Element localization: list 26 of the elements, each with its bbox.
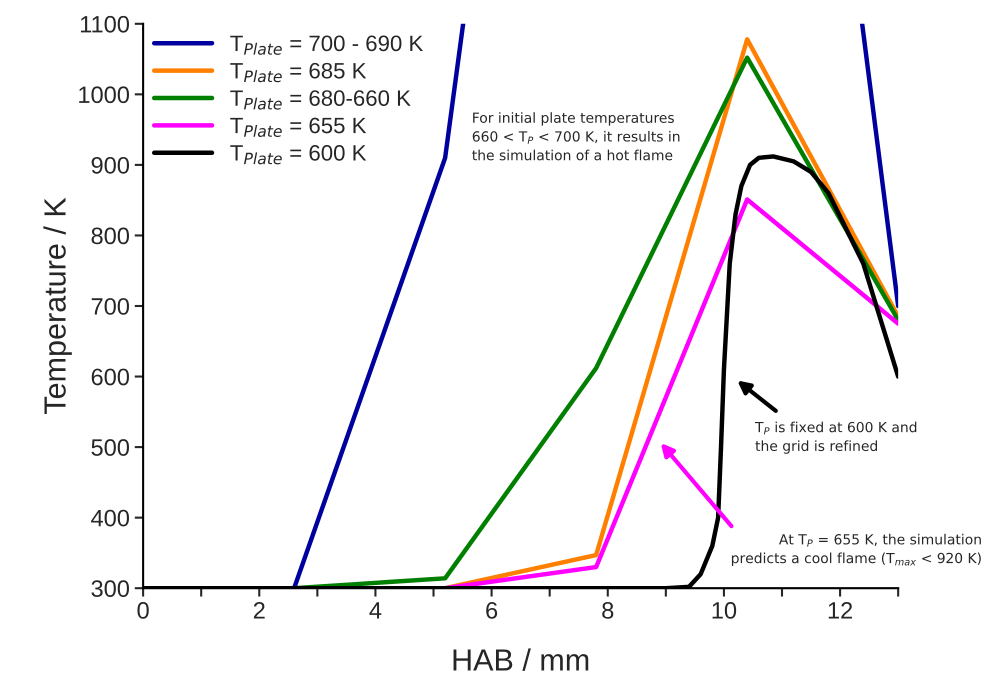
y-tick-label: 400 bbox=[91, 510, 129, 526]
legend-label: T$_{Plate}$ = 600 K bbox=[230, 144, 366, 164]
y-tick-label: 700 bbox=[92, 298, 129, 315]
y-tick-label: 1000 bbox=[79, 86, 129, 104]
x-tick-label: 0 bbox=[137, 602, 149, 619]
y-tick-label: 300 bbox=[91, 580, 129, 597]
x-axis-title: HAB / mm bbox=[454, 648, 588, 671]
legend-label: T$_{Plate}$ = 680-660 K bbox=[230, 90, 411, 110]
y-tick-label: 600 bbox=[92, 368, 129, 386]
legend-label: T$_{Plate}$ = 685 K bbox=[230, 62, 366, 82]
x-tick-label: 12 bbox=[828, 602, 852, 619]
y-tick-label: 800 bbox=[92, 228, 129, 244]
x-tick-label: 2 bbox=[254, 602, 265, 619]
x-tick-label: 4 bbox=[369, 602, 382, 619]
annotation: For initial plate temperatures 660 < T$_{P}$ < 700 K, it results in the simulation of a hot flame bbox=[472, 112, 680, 160]
y-tick-label: 900 bbox=[92, 156, 129, 174]
annotation: At T$_{P}$ = 655 K, the simulation predicts a cool flame (T$_{max}$ < 920 K) bbox=[732, 534, 981, 566]
x-tick-label: 8 bbox=[602, 602, 614, 619]
x-tick-label: 6 bbox=[486, 602, 498, 619]
legend-label: T$_{Plate}$ = 655 K bbox=[230, 118, 366, 137]
x-tick-label: 10 bbox=[712, 602, 736, 619]
y-axis-title: Temperature / K bbox=[43, 198, 72, 414]
legend-label: T$_{Plate}$ = 700 - 690 K bbox=[230, 35, 424, 55]
y-tick-label: 1100 bbox=[80, 16, 129, 33]
annotation: T$_{P}$ is fixed at 600 K and the grid is refined bbox=[755, 422, 916, 454]
y-tick-label: 500 bbox=[91, 439, 129, 456]
